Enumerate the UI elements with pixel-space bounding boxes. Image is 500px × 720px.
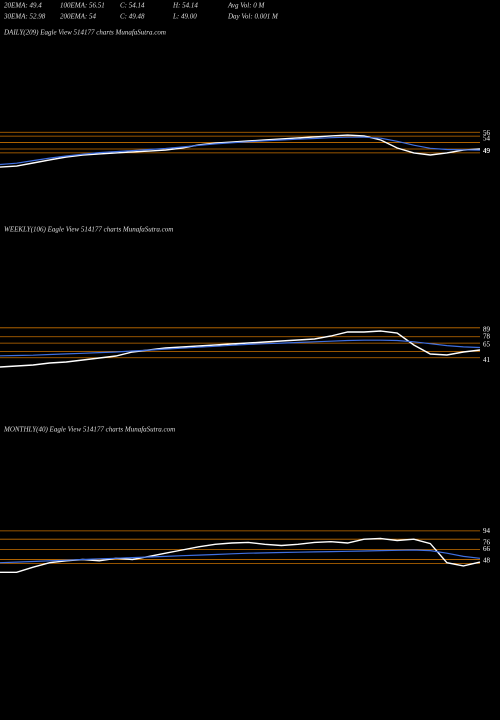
y-tick-label: 94 (483, 527, 491, 535)
header-stat: C: 54.14 (120, 2, 145, 10)
price-line (0, 537, 481, 573)
y-tick-label: 48 (483, 556, 491, 564)
panel-title: WEEKLY(106) Eagle View 514177 charts Mun… (4, 226, 173, 234)
header-stat: H: 54.14 (172, 2, 198, 10)
header-stat: 30EMA: 52.98 (3, 13, 46, 21)
y-tick-label: 41 (483, 356, 491, 364)
header-stat: Day Vol: 0.001 M (227, 13, 279, 21)
y-tick-label: 66 (483, 545, 491, 553)
y-tick-label: 65 (483, 341, 491, 349)
header-stat: 20EMA: 49.4 (4, 2, 42, 10)
y-tick-label: 89 (483, 325, 491, 333)
header-stat: Avg Vol: 0 M (227, 2, 266, 10)
y-tick-label: 78 (483, 332, 491, 340)
y-tick-label: 54 (483, 134, 491, 142)
price-line (0, 549, 481, 564)
y-tick-label: 56 (483, 129, 491, 137)
header-stat: 200EMA: 54 (60, 13, 96, 21)
price-line (0, 330, 481, 368)
header-stat: C: 49.48 (120, 13, 145, 21)
y-tick-label: 49 (483, 147, 491, 155)
panel-title: DAILY(209) Eagle View 514177 charts Muna… (3, 29, 166, 37)
price-line (0, 134, 481, 168)
y-tick-label: 49 (483, 147, 491, 155)
price-line (0, 339, 481, 357)
price-line (0, 136, 481, 166)
header-stat: L: 49.00 (172, 13, 197, 21)
y-tick-label: 76 (483, 539, 491, 547)
header-stat: 100EMA: 56.51 (60, 2, 105, 10)
panel-title: MONTHLY(40) Eagle View 514177 charts Mun… (3, 426, 175, 434)
